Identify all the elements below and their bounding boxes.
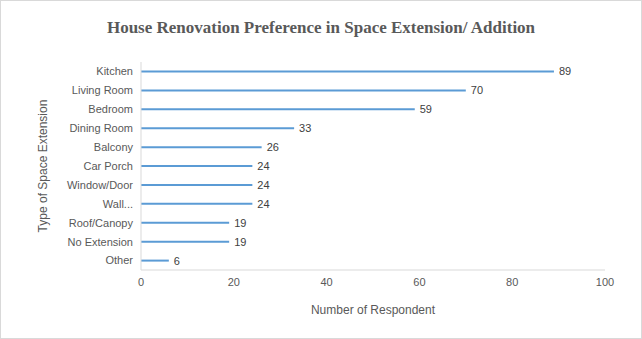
svg-text:Kitchen: Kitchen [96,65,133,77]
svg-text:100: 100 [596,276,614,288]
svg-text:Car Porch: Car Porch [83,160,133,172]
svg-text:40: 40 [320,276,332,288]
svg-text:Dining Room: Dining Room [69,122,133,134]
svg-text:Bedroom: Bedroom [88,103,133,115]
svg-text:24: 24 [257,198,269,210]
svg-text:89: 89 [559,65,571,77]
svg-text:0: 0 [138,276,144,288]
svg-text:33: 33 [299,122,311,134]
svg-text:Roof/Canopy: Roof/Canopy [69,217,134,229]
svg-text:Other: Other [105,254,133,266]
svg-text:20: 20 [228,276,240,288]
svg-text:Living Room: Living Room [72,84,133,96]
svg-text:26: 26 [267,141,279,153]
svg-text:19: 19 [234,236,246,248]
svg-text:6: 6 [174,255,180,267]
svg-text:24: 24 [257,179,269,191]
svg-text:59: 59 [420,103,432,115]
svg-text:19: 19 [234,217,246,229]
svg-text:80: 80 [506,276,518,288]
svg-text:Window/Door: Window/Door [67,179,133,191]
html-text:Type of Space Extension: Type of Space Extension [36,99,50,233]
html-text:House Renovation Preference in: House Renovation Preference in Space Ext… [106,18,536,37]
svg-text:60: 60 [413,276,425,288]
html-text:Number of Respondent: Number of Respondent [311,303,435,317]
svg-text:No Extension: No Extension [68,236,133,248]
svg-text:Balcony: Balcony [94,141,134,153]
svg-text:Wall...: Wall... [103,198,133,210]
svg-text:70: 70 [471,84,483,96]
svg-text:24: 24 [257,160,269,172]
